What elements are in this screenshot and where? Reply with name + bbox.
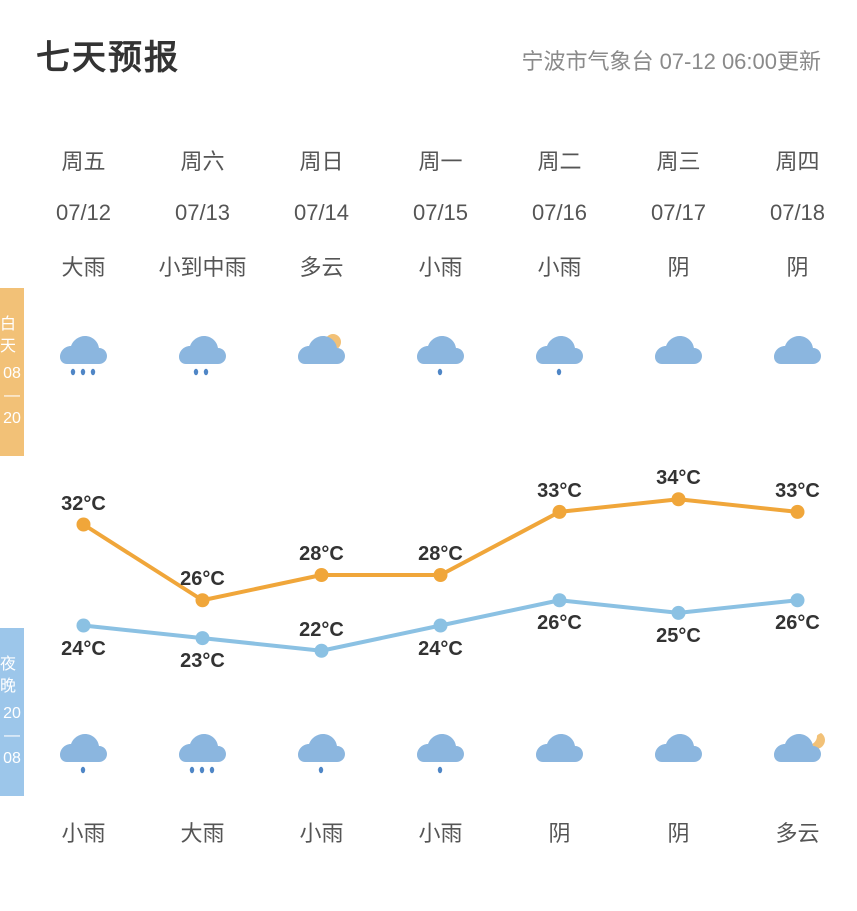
night-condition: 小雨	[299, 816, 343, 848]
day-condition: 小雨	[537, 250, 581, 282]
high-temp-label: 34°C	[656, 467, 701, 490]
side-tab-day: 白天 08 — 20	[0, 288, 24, 456]
night-col: 小雨	[262, 718, 381, 848]
overcast-icon	[528, 718, 592, 788]
weekday-label: 周五	[61, 144, 105, 176]
low-temp-label: 25°C	[656, 625, 701, 648]
weekday-label: 周三	[656, 144, 700, 176]
low-temp-label: 26°C	[775, 612, 820, 635]
side-day-time: 08	[3, 363, 21, 385]
page-title: 七天预报	[36, 30, 180, 79]
date-label: 07/12	[56, 200, 111, 226]
date-label: 07/16	[532, 200, 587, 226]
overcast-icon	[647, 320, 711, 390]
night-condition: 多云	[775, 816, 819, 848]
high-temp-label: 26°C	[180, 568, 225, 591]
update-text: 宁波市气象台 07-12 06:00更新	[521, 44, 821, 76]
date-label: 07/18	[770, 200, 825, 226]
night-condition: 小雨	[418, 816, 462, 848]
date-label: 07/13	[175, 200, 230, 226]
temperature-chart: 32°C 26°C 28°C 28°C 33°C 34°C 33°C 24°C 23°C 22°C…	[24, 460, 857, 690]
partly-moon-icon	[766, 718, 830, 788]
night-condition: 小雨	[61, 816, 105, 848]
light-rain-icon	[52, 718, 116, 788]
low-temp-label: 23°C	[180, 650, 225, 673]
light-rain-icon	[528, 320, 592, 390]
low-temp-label: 22°C	[299, 619, 344, 642]
weekday-label: 周四	[775, 144, 819, 176]
light-rain-icon	[409, 320, 473, 390]
night-condition: 阴	[667, 816, 689, 848]
low-temp-label: 24°C	[418, 638, 463, 661]
day-condition: 小雨	[418, 250, 462, 282]
day-condition: 阴	[786, 250, 808, 282]
side-night-label: 夜晚	[0, 654, 24, 699]
heavy-rain-icon	[52, 320, 116, 390]
side-tab-night: 夜晚 20 — 08	[0, 628, 24, 796]
heavy-rain-icon	[171, 718, 235, 788]
high-temp-label: 28°C	[299, 543, 344, 566]
light-rain-icon	[290, 718, 354, 788]
weekday-label: 周一	[418, 144, 462, 176]
high-temp-label: 32°C	[61, 493, 106, 516]
high-temp-label: 33°C	[775, 480, 820, 503]
mod-rain-icon	[171, 320, 235, 390]
side-night-time: 20	[3, 703, 21, 725]
day-condition: 阴	[667, 250, 689, 282]
date-label: 07/14	[294, 200, 349, 226]
high-temp-label: 33°C	[537, 480, 582, 503]
night-col: 多云	[738, 718, 857, 848]
partly-sunny-icon	[290, 320, 354, 390]
night-col: 小雨	[381, 718, 500, 848]
side-day-label: 白天	[0, 314, 24, 359]
day-condition: 大雨	[61, 250, 105, 282]
night-condition: 阴	[548, 816, 570, 848]
day-condition: 多云	[299, 250, 343, 282]
night-col: 小雨	[24, 718, 143, 848]
overcast-icon	[647, 718, 711, 788]
header: 七天预报 宁波市气象台 07-12 06:00更新	[0, 0, 857, 79]
night-col: 阴	[619, 718, 738, 848]
overcast-icon	[766, 320, 830, 390]
day-condition: 小到中雨	[158, 250, 246, 282]
weekday-label: 周日	[299, 144, 343, 176]
night-col: 大雨	[143, 718, 262, 848]
date-label: 07/17	[651, 200, 706, 226]
weekday-label: 周二	[537, 144, 581, 176]
weekday-label: 周六	[180, 144, 224, 176]
low-temp-label: 24°C	[61, 638, 106, 661]
low-temp-label: 26°C	[537, 612, 582, 635]
high-temp-label: 28°C	[418, 543, 463, 566]
night-col: 阴	[500, 718, 619, 848]
light-rain-icon	[409, 718, 473, 788]
night-row: 小雨 大雨 小雨 小雨 阴 阴 多云	[24, 718, 857, 848]
date-label: 07/15	[413, 200, 468, 226]
night-condition: 大雨	[180, 816, 224, 848]
